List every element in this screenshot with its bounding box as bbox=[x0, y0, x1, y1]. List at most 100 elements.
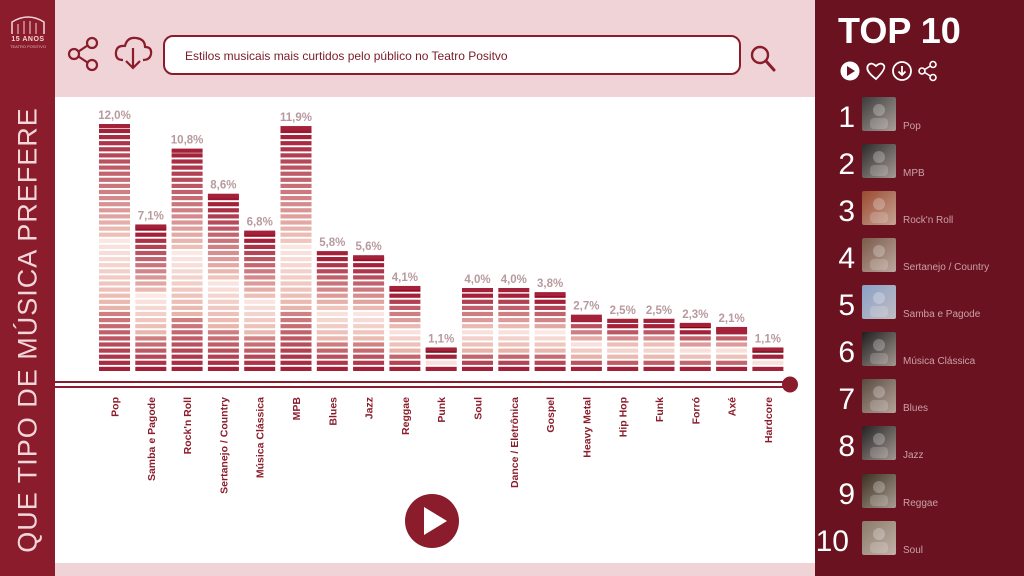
bar[interactable] bbox=[135, 224, 167, 371]
bar-stripe bbox=[135, 244, 167, 249]
cloud-download-icon[interactable] bbox=[113, 34, 153, 72]
bar-stripe bbox=[498, 299, 530, 304]
ranking-item[interactable]: 6 Música Clássica bbox=[815, 332, 1024, 378]
bar-stripe bbox=[316, 257, 348, 262]
bar[interactable] bbox=[99, 124, 130, 371]
bar[interactable] bbox=[607, 318, 639, 371]
bar-stripe bbox=[207, 342, 239, 347]
album-thumbnail bbox=[862, 238, 896, 272]
bar[interactable] bbox=[716, 326, 748, 371]
timeline-scrubber[interactable] bbox=[782, 376, 798, 393]
bar-stripe bbox=[207, 250, 239, 256]
bar-stripe bbox=[570, 354, 602, 359]
bar-stripe bbox=[679, 354, 711, 359]
chart-area: 12,0% 7,1% 10,8% 8,6% 6,8% 11,9% 5,8% 5,6% 4,1% 1… bbox=[55, 97, 815, 563]
bar-stripe bbox=[135, 360, 167, 365]
ranking-item[interactable]: 4 Sertanejo / Country bbox=[815, 238, 1024, 284]
category-label: Música Clássica bbox=[255, 397, 267, 478]
bar-stripe bbox=[679, 366, 711, 371]
bar[interactable] bbox=[679, 322, 711, 371]
rank-number: 7 bbox=[838, 383, 855, 416]
bar-stripe bbox=[752, 366, 784, 371]
bar-stripe bbox=[643, 354, 675, 359]
play-circle-icon[interactable] bbox=[839, 60, 861, 82]
bar-stripe bbox=[462, 330, 493, 335]
bar-stripe bbox=[99, 220, 130, 225]
bar-stripe bbox=[389, 318, 421, 323]
bar[interactable] bbox=[171, 148, 203, 371]
bar-stripe bbox=[353, 330, 385, 335]
bar-stripe bbox=[389, 305, 421, 310]
bar[interactable] bbox=[389, 285, 421, 371]
bar-stripe bbox=[99, 324, 130, 329]
bar[interactable] bbox=[316, 251, 348, 371]
ranking-item[interactable]: 9 Reggae bbox=[815, 474, 1024, 520]
bar[interactable] bbox=[462, 288, 493, 371]
download-circle-icon[interactable] bbox=[891, 60, 913, 82]
ranking-item[interactable]: 5 Samba e Pagode bbox=[815, 285, 1024, 331]
heart-icon[interactable] bbox=[865, 60, 887, 82]
bar-stripe bbox=[462, 336, 493, 341]
ranking-item[interactable]: 1 Pop bbox=[815, 97, 1024, 143]
bar-stripe bbox=[570, 360, 602, 365]
bar-stripe bbox=[171, 153, 203, 158]
bar-stripe bbox=[99, 214, 130, 219]
data-label: 11,9% bbox=[280, 112, 312, 124]
bar[interactable] bbox=[534, 292, 566, 371]
bar-stripe bbox=[534, 366, 566, 371]
bar-stripe bbox=[99, 360, 130, 365]
data-label: 2,5% bbox=[646, 305, 672, 317]
bar[interactable] bbox=[353, 255, 385, 371]
left-sidebar: 15 ANOS TEATRO POSITIVO QUE TIPO DE MÚSI… bbox=[0, 0, 55, 576]
bar[interactable] bbox=[643, 318, 675, 371]
bar-stripe bbox=[534, 360, 566, 365]
bar-stripe bbox=[280, 135, 312, 140]
logo-subtext: TEATRO POSITIVO bbox=[10, 44, 46, 49]
bar-stripe bbox=[389, 366, 421, 371]
bar-cap bbox=[643, 318, 675, 323]
album-thumbnail bbox=[862, 521, 896, 555]
ranking-item[interactable]: 10 Soul bbox=[815, 521, 1024, 567]
play-button[interactable] bbox=[405, 494, 459, 548]
bar-stripe bbox=[280, 165, 312, 170]
bar-stripe bbox=[534, 305, 566, 310]
bar[interactable] bbox=[207, 193, 239, 371]
ranking-item[interactable]: 3 Rock'n Roll bbox=[815, 191, 1024, 237]
bar[interactable] bbox=[752, 347, 784, 371]
search-input[interactable]: Estilos musicais mais curtidos pelo públ… bbox=[163, 35, 741, 75]
bar[interactable] bbox=[280, 126, 312, 371]
ranking-item[interactable]: 7 Blues bbox=[815, 379, 1024, 425]
bar-stripe bbox=[207, 226, 239, 231]
search-icon[interactable] bbox=[749, 44, 777, 74]
bar-stripe bbox=[353, 305, 385, 310]
bar-stripe bbox=[643, 342, 675, 347]
bar-stripe bbox=[135, 348, 167, 353]
ranking-item[interactable]: 2 MPB bbox=[815, 144, 1024, 190]
bar-stripe bbox=[207, 305, 239, 310]
share-small-icon[interactable] bbox=[917, 60, 939, 82]
bar-stripe bbox=[171, 324, 203, 329]
bar-stripe bbox=[498, 360, 530, 365]
category-label: Dance / Eletrônica bbox=[509, 397, 521, 488]
bar-stripe bbox=[280, 275, 312, 280]
bar[interactable] bbox=[244, 230, 276, 371]
bar-stripe bbox=[316, 311, 348, 317]
bar-stripe bbox=[99, 348, 130, 353]
bar-stripe bbox=[99, 238, 130, 243]
bar[interactable] bbox=[425, 347, 457, 371]
data-label: 8,6% bbox=[210, 180, 236, 192]
data-label: 4,0% bbox=[501, 274, 527, 286]
bar-cap bbox=[171, 148, 203, 153]
bar-stripe bbox=[570, 366, 602, 371]
bar-stripe bbox=[171, 293, 203, 298]
bar-stripe bbox=[498, 354, 530, 359]
bar-stripe bbox=[171, 159, 203, 164]
category-label: Hip Hop bbox=[618, 397, 630, 437]
bar-stripe bbox=[135, 250, 167, 256]
bar[interactable] bbox=[570, 314, 602, 371]
ranking-item[interactable]: 8 Jazz bbox=[815, 426, 1024, 472]
bar-stripe bbox=[280, 293, 312, 298]
bar-stripe bbox=[280, 330, 312, 335]
share-icon[interactable] bbox=[67, 36, 101, 72]
bar[interactable] bbox=[498, 288, 530, 371]
